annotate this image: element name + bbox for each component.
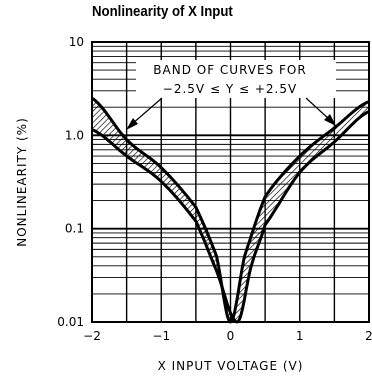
annotation: BAND OF CURVES FOR −2.5V ≤ Y ≤ +2.5V bbox=[126, 60, 336, 130]
x-tick-label: −1 bbox=[152, 329, 170, 343]
y-axis-label: NONLINEARITY (%) bbox=[15, 117, 29, 247]
y-tick-label: 0.01 bbox=[57, 315, 84, 329]
y-tick-label: 0.1 bbox=[65, 222, 84, 236]
annotation-arrow-left bbox=[131, 97, 163, 125]
x-tick-label: −2 bbox=[83, 329, 101, 343]
annotation-arrowhead-right bbox=[324, 114, 336, 126]
y-tick-label: 1.0 bbox=[65, 128, 84, 142]
x-axis-label: X INPUT VOLTAGE (V) bbox=[158, 359, 304, 373]
x-tick-label: 1 bbox=[296, 329, 304, 343]
x-tick-label: 0 bbox=[227, 329, 235, 343]
annotation-arrowhead-left bbox=[126, 118, 138, 130]
annotation-line-1: BAND OF CURVES FOR bbox=[153, 63, 306, 77]
annotation-arrow-right bbox=[305, 97, 331, 121]
chart-title: Nonlinearity of X Input bbox=[92, 3, 233, 20]
y-tick-label: 10 bbox=[69, 35, 84, 49]
x-tick-label: 2 bbox=[365, 329, 372, 343]
x-tick-labels: −2 −1 0 1 2 bbox=[83, 329, 372, 343]
plot-frame bbox=[91, 41, 370, 323]
y-tick-labels: 0.01 0.1 1.0 10 bbox=[57, 35, 84, 329]
annotation-background bbox=[136, 60, 336, 98]
annotation-line-2: −2.5V ≤ Y ≤ +2.5V bbox=[163, 82, 297, 96]
